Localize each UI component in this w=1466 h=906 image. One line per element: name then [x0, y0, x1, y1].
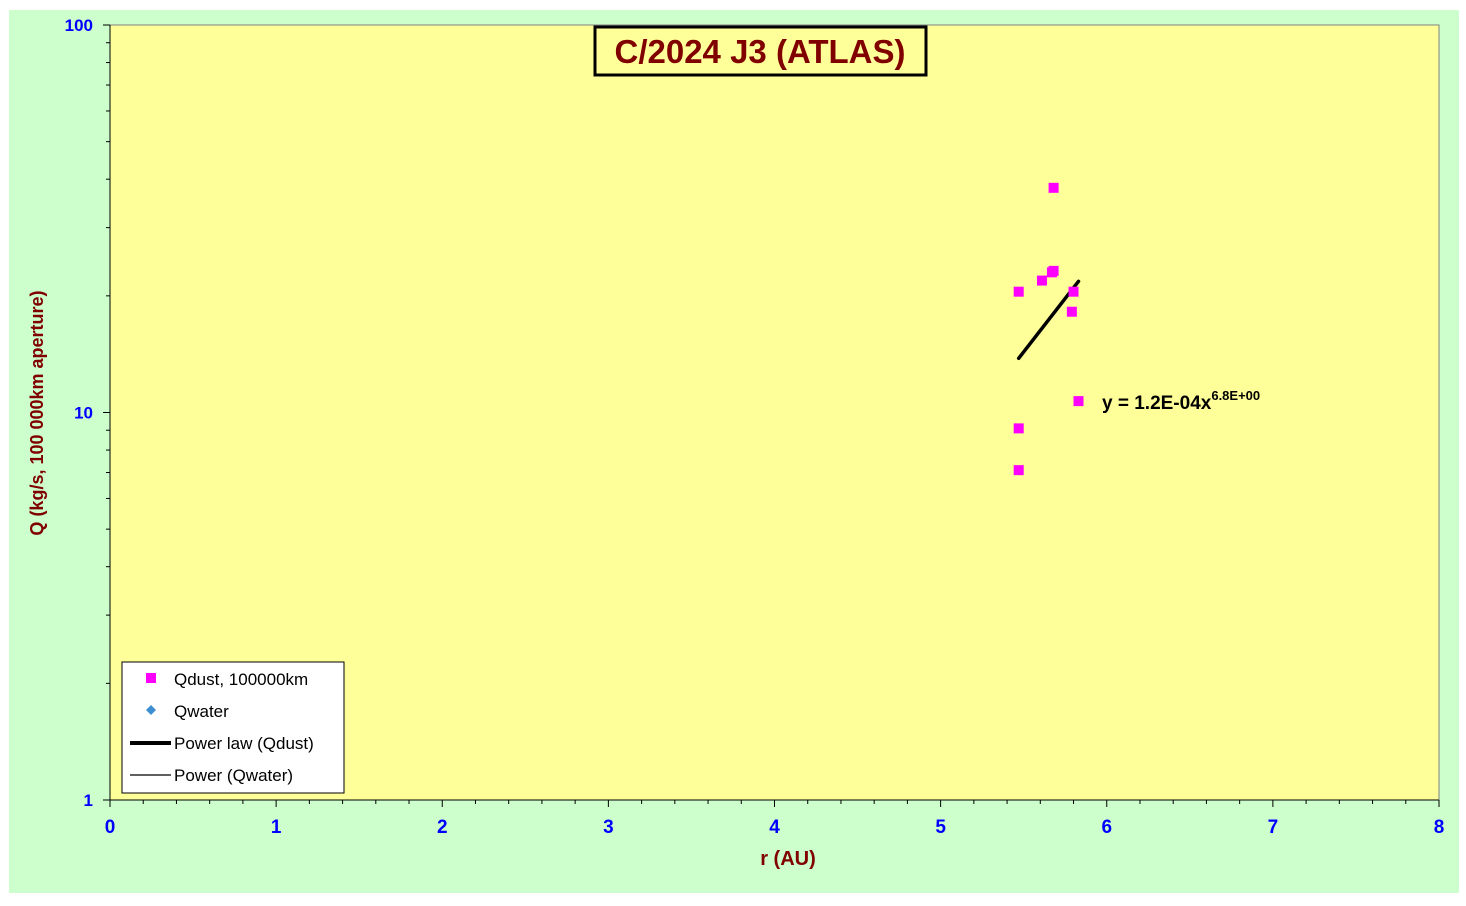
- x-tick-label: 1: [271, 817, 282, 838]
- legend-qdust-marker: [146, 673, 156, 683]
- x-axis-title: r (AU): [760, 848, 816, 870]
- legend-frame: [121, 661, 345, 794]
- chart-title-frame: [593, 25, 928, 77]
- legend: Qdust, 100000km Qwater Power law (Qdust)…: [121, 661, 345, 794]
- qdust-point: [1048, 265, 1059, 276]
- trendline-equation-exponent: 6.8E+00: [1211, 388, 1260, 403]
- qdust-point: [1013, 286, 1024, 297]
- legend-qdust-label: Qdust, 100000km: [174, 670, 308, 689]
- legend-powerlaw-label: Power law (Qdust): [174, 734, 314, 753]
- x-tick-label: 2: [437, 817, 448, 838]
- legend-qwater-label: Qwater: [174, 702, 229, 721]
- x-tick-label: 5: [935, 817, 946, 838]
- qdust-point: [1013, 423, 1024, 434]
- y-tick-label: 10: [74, 404, 93, 423]
- qdust-point: [1066, 306, 1077, 317]
- x-tick-label: 8: [1434, 817, 1445, 838]
- x-tick-label: 0: [105, 817, 116, 838]
- y-axis-title: Q (kg/s, 100 000km aperture): [27, 290, 47, 535]
- data-points-layer: [1013, 182, 1084, 476]
- qdust-point: [1068, 286, 1079, 297]
- x-tick-label: 6: [1101, 817, 1112, 838]
- qdust-point: [1073, 396, 1084, 407]
- trendline-equation: y = 1.2E-04x6.8E+00: [1102, 388, 1260, 414]
- x-tick-label: 7: [1268, 817, 1279, 838]
- x-tick-label: 3: [603, 817, 614, 838]
- y-tick-label: 100: [65, 16, 93, 35]
- qdust-point: [1048, 182, 1059, 193]
- chart-title-box: C/2024 J3 (ATLAS): [593, 25, 928, 77]
- y-tick-label: 1: [84, 791, 93, 810]
- qdust-point: [1013, 465, 1024, 476]
- legend-power-label: Power (Qwater): [174, 766, 293, 785]
- qdust-point: [1036, 275, 1047, 286]
- chart-title: C/2024 J3 (ATLAS): [615, 33, 906, 70]
- legend-qwater-marker: [146, 705, 156, 715]
- trendline-equation-base: y = 1.2E-04x: [1102, 393, 1212, 414]
- x-tick-label: 4: [769, 817, 780, 838]
